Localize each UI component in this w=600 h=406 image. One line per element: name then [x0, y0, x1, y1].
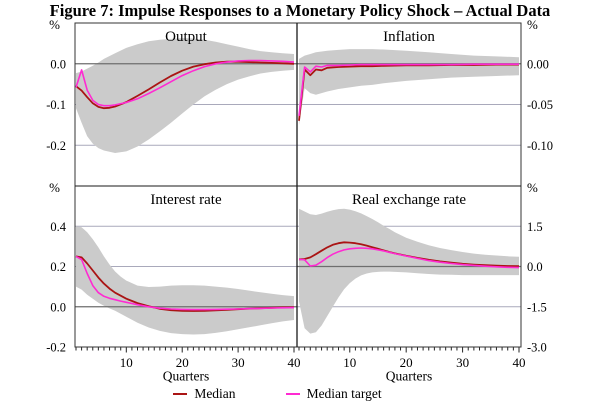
y-tick-label: 0.0: [50, 57, 66, 71]
x-tick-label: 40: [288, 355, 301, 370]
y-tick-label: 0.2: [50, 260, 66, 274]
panel-inflation: Inflation 0.00 -0.05 -0.10%: [297, 17, 553, 153]
panel-title: Output: [165, 29, 208, 45]
median-target-line-swatch: [285, 393, 300, 395]
panel-title: Interest rate: [150, 192, 222, 208]
y-tick-label: -0.2: [46, 341, 66, 355]
median-target-legend-label: Median target: [306, 386, 382, 401]
panel-real-exchange-rate: Real exchange rate 1.5 0.0 -1.5 -3.0% 10 20 30 4…: [297, 180, 547, 384]
confidence-band: [299, 49, 519, 125]
panel-output: Output 0.0 -0.1 -0.2%: [46, 17, 297, 153]
x-tick-label: 20: [400, 355, 413, 370]
confidence-band: [76, 38, 294, 153]
axis-unit-label: %: [49, 180, 60, 195]
median-target-line: [75, 59, 295, 107]
frame-border: [74, 22, 522, 348]
panel-interest-rate: Interest rate 0.4 0.2 0.0 -0.2% 10 20 30 40 Quart…: [46, 180, 300, 384]
median-legend-label: Median: [194, 386, 236, 401]
y-tick-label: -0.2: [46, 139, 66, 153]
x-tick-label: 10: [343, 355, 356, 370]
figure-title: Figure 7: Impulse Responses to a Monetar…: [49, 1, 551, 20]
panel-title: Real exchange rate: [352, 192, 466, 208]
median-line: [75, 60, 295, 110]
legend-entry-median: Median: [173, 386, 236, 402]
y-tick-label: 0.4: [50, 220, 66, 234]
x-tick-label: 20: [176, 355, 189, 370]
confidence-band: [76, 226, 294, 335]
y-tick-label: -0.10: [527, 139, 553, 153]
axis-unit-label: %: [527, 180, 538, 195]
median-line-swatch: [173, 393, 188, 395]
median-target-line: [298, 63, 519, 116]
median-target-line: [298, 247, 520, 269]
x-tick-label: 30: [232, 355, 245, 370]
x-tick-label: 30: [456, 355, 469, 370]
y-tick-label: 0.0: [50, 300, 66, 314]
x-axis-label: Quarters: [163, 369, 209, 384]
axis-unit-label: %: [527, 17, 538, 32]
panel-title: Inflation: [383, 29, 435, 45]
plot-frame: [74, 22, 522, 348]
y-tick-label: 0.0: [527, 260, 543, 274]
x-tick-label: 10: [120, 355, 133, 370]
legend-entry-median-target: Median target: [285, 386, 382, 402]
axis-unit-label: %: [49, 17, 60, 32]
confidence-band: [299, 208, 519, 334]
median-target-line: [75, 255, 295, 311]
y-tick-label: -1.5: [527, 300, 547, 314]
x-tick-label: 40: [513, 355, 526, 370]
y-tick-label: 0.00: [527, 57, 549, 71]
y-tick-label: -0.1: [46, 98, 66, 112]
y-tick-label: 1.5: [527, 220, 543, 234]
legend: Median Median target: [0, 386, 555, 402]
x-axis-label: Quarters: [386, 369, 432, 384]
y-tick-label: -3.0: [527, 341, 547, 355]
y-tick-label: -0.05: [527, 98, 553, 112]
